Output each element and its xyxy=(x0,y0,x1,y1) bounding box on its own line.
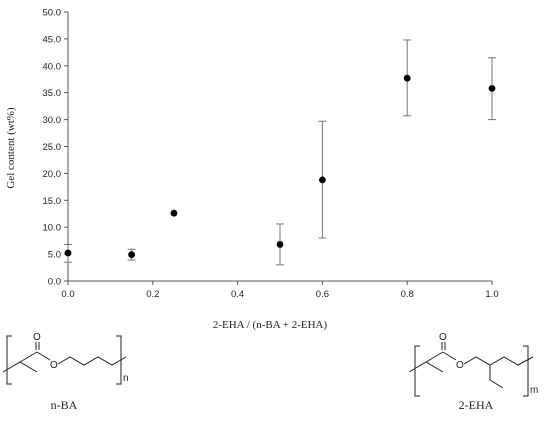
n-ba-label: n-BA xyxy=(51,398,78,412)
n-ba-butyl-chain xyxy=(57,356,127,366)
2-eha-carbonyl-c xyxy=(425,351,444,363)
data-point xyxy=(488,84,496,92)
n-ba-structure xyxy=(2,335,127,385)
data-point xyxy=(319,176,326,184)
2-eha-left-bracket xyxy=(414,345,420,397)
data-point xyxy=(403,74,411,82)
x-tick-label: 0.8 xyxy=(401,289,414,300)
data-point xyxy=(64,249,72,257)
2-eha-subscript: m xyxy=(530,385,538,396)
n-ba-ester-oxygen: O xyxy=(50,360,58,371)
n-ba-backbone xyxy=(2,361,38,373)
x-tick-label: 0.4 xyxy=(231,289,244,300)
y-tick-label: 45.0 xyxy=(43,34,62,45)
2-eha-backbone xyxy=(408,361,444,373)
y-tick-label: 40.0 xyxy=(43,61,62,72)
n-ba-carbonyl-oxygen: O xyxy=(33,332,41,343)
y-axis-title: Gel content (wt%) xyxy=(5,107,17,189)
x-tick-label: 0.2 xyxy=(146,289,159,300)
y-tick-label: 0.0 xyxy=(48,277,61,288)
data-point xyxy=(128,251,136,259)
y-tick-label: 50.0 xyxy=(43,8,62,19)
2-eha-ester-oxygen: O xyxy=(456,360,464,371)
x-tick-label: 0.0 xyxy=(61,289,74,300)
2-eha-carbonyl-oxygen: O xyxy=(439,332,447,343)
y-ticks: 0.0 5.0 10.0 15.0 20.0 25.0 30.0 35.0 40.0 45.0 50… xyxy=(43,8,68,288)
data-point xyxy=(276,241,284,248)
data-points xyxy=(64,74,496,259)
x-ticks: 0.0 0.2 0.4 0.6 0.8 1.0 xyxy=(61,281,499,300)
x-tick-label: 0.6 xyxy=(316,289,329,300)
n-ba-left-bracket xyxy=(6,335,12,385)
2-eha-structure xyxy=(408,342,534,397)
y-tick-label: 15.0 xyxy=(43,196,62,207)
y-tick-label: 25.0 xyxy=(43,142,62,153)
plot-area: 0.0 5.0 10.0 15.0 20.0 25.0 30.0 35.0 40.0 45.0 50… xyxy=(43,8,499,301)
n-ba-ester-bond xyxy=(36,351,51,361)
x-axis-title: 2-EHA / (n-BA + 2-EHA) xyxy=(213,319,328,331)
data-point xyxy=(170,209,178,217)
y-tick-label: 35.0 xyxy=(43,88,62,99)
2-eha-chain xyxy=(463,356,534,366)
2-eha-ester-bond xyxy=(442,351,457,361)
2-eha-label: 2-EHA xyxy=(459,398,494,412)
2-eha-right-bracket xyxy=(523,345,529,397)
y-tick-label: 5.0 xyxy=(48,250,61,261)
y-tick-label: 20.0 xyxy=(43,169,62,180)
2-eha-ethyl-branch xyxy=(489,365,504,389)
error-bars xyxy=(64,39,496,266)
y-tick-label: 30.0 xyxy=(43,115,62,126)
n-ba-subscript: n xyxy=(123,373,129,384)
n-ba-carbonyl-c xyxy=(19,351,38,363)
x-tick-label: 1.0 xyxy=(485,289,498,300)
y-tick-label: 10.0 xyxy=(43,223,62,234)
